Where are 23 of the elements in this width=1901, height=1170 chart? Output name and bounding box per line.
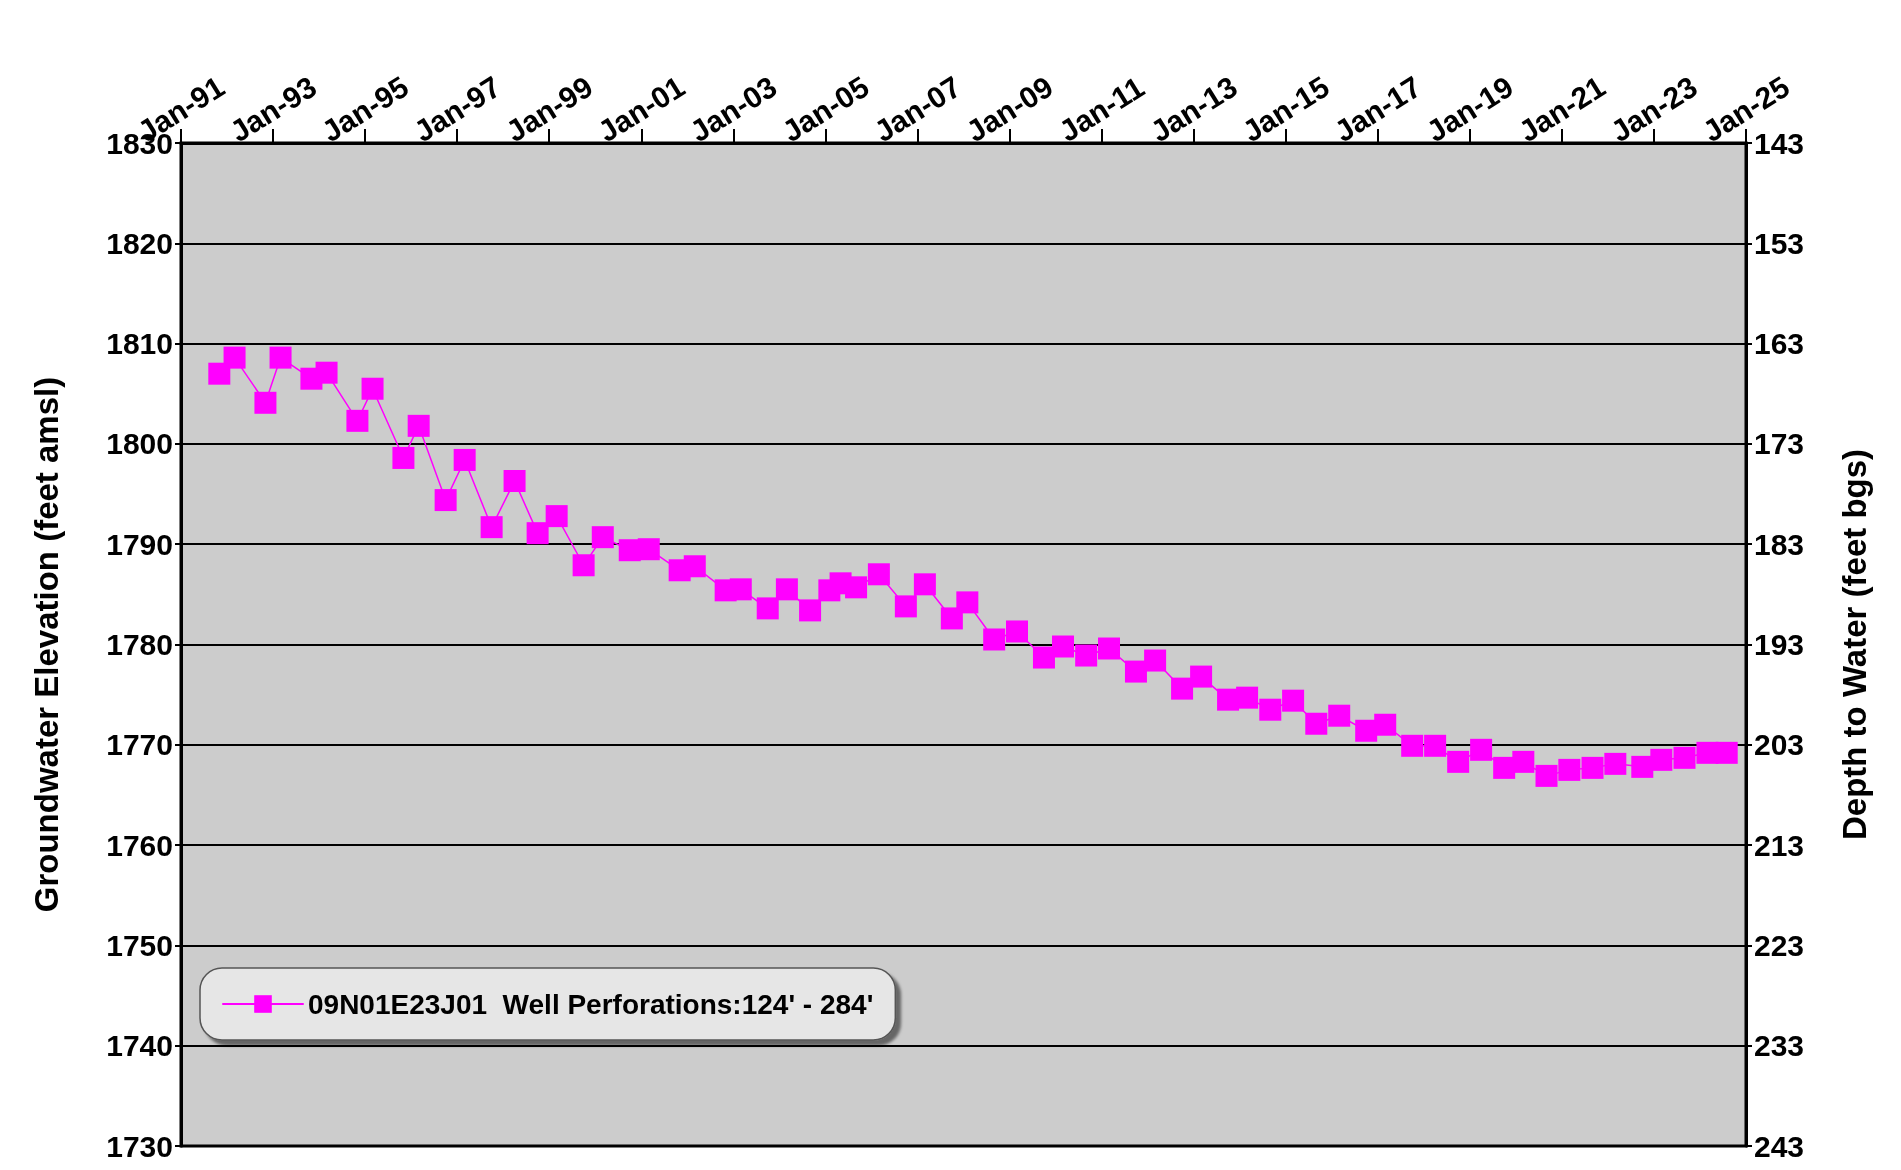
y2-tick-label: 173	[1754, 427, 1805, 461]
y-tick-label: 1740	[106, 1029, 173, 1063]
y2-tick-label: 213	[1754, 828, 1805, 862]
y2-tick-label: 193	[1754, 628, 1805, 661]
y2-tick-label: 183	[1754, 527, 1805, 561]
y-tick-label: 1800	[106, 427, 173, 461]
y2-axis-title: Depth to Water (feet bgs)	[1836, 448, 1873, 841]
y2-tick-label: 153	[1754, 226, 1805, 260]
y-tick-label: 1730	[106, 1129, 173, 1163]
y2-tick-label: 233	[1754, 1029, 1805, 1063]
y2-tick-label: 163	[1754, 327, 1805, 361]
y-tick-label: 1770	[106, 728, 173, 762]
y2-tick-label: 243	[1754, 1129, 1805, 1163]
legend-label: 09N01E23J01 Well Perforations:124' - 284'	[308, 988, 874, 1020]
y-tick-label: 1750	[106, 928, 173, 962]
y-tick-label: 1810	[106, 327, 173, 361]
y-axis-title: Groundwater Elevation (feet amsl)	[28, 376, 65, 913]
y-tick-label: 1780	[106, 628, 173, 661]
y-tick-label: 1760	[106, 828, 173, 862]
y-tick-label: 1820	[106, 226, 173, 260]
y2-tick-label: 203	[1754, 728, 1805, 762]
y2-tick-label: 223	[1754, 928, 1805, 962]
y-tick-label: 1790	[106, 527, 173, 561]
